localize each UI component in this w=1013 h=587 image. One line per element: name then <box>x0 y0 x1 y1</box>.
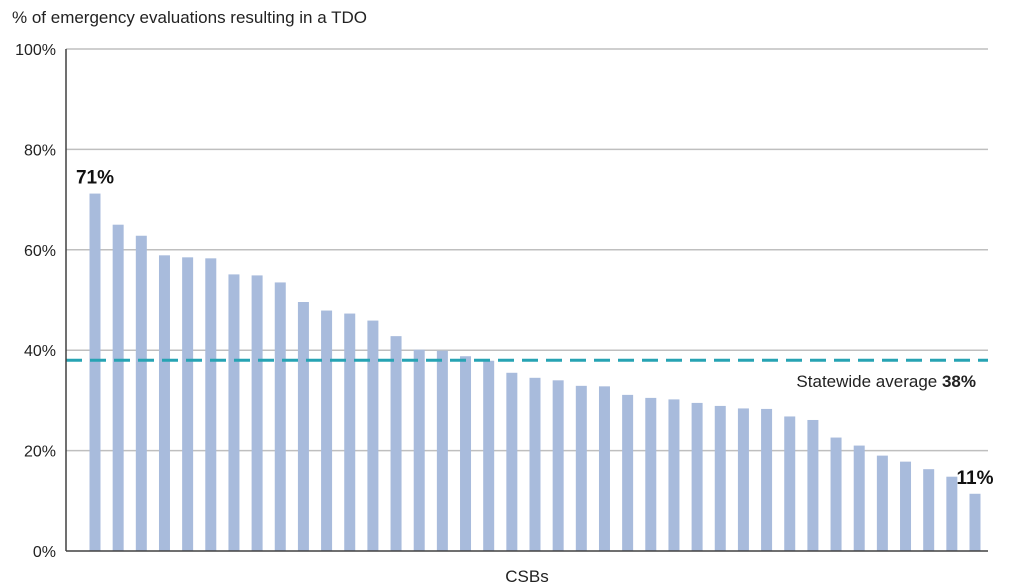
bar <box>460 356 472 551</box>
bar <box>205 258 217 551</box>
y-tick-label: 20% <box>24 444 56 461</box>
bar <box>853 445 865 551</box>
bar <box>182 257 194 551</box>
x-axis-title: CSBs <box>505 567 548 586</box>
bar <box>923 469 935 551</box>
bar <box>876 455 888 551</box>
bar <box>367 320 379 551</box>
bar <box>691 402 703 551</box>
annotations: 71% 11% <box>76 168 994 489</box>
bar <box>737 408 749 551</box>
bar <box>274 282 286 551</box>
y-tick-label: 40% <box>24 343 56 360</box>
average-label-value: 38% <box>942 372 976 391</box>
bar <box>714 405 726 551</box>
bars <box>89 193 981 552</box>
bar <box>344 313 356 551</box>
bar <box>946 476 958 551</box>
average-label-text: Statewide average <box>796 372 942 391</box>
bar <box>228 274 240 551</box>
y-tick-label: 100% <box>15 42 56 59</box>
bar <box>969 493 981 551</box>
y-tick-label: 0% <box>33 544 56 561</box>
bar <box>251 275 263 551</box>
average-label: Statewide average 38% <box>796 372 976 391</box>
y-tick-labels: 0% 20% 40% 60% 80% 100% <box>15 42 56 561</box>
bar <box>552 380 564 551</box>
bar <box>483 360 495 551</box>
y-axis-title: % of emergency evaluations resulting in … <box>12 8 367 27</box>
bar <box>645 397 657 551</box>
bar <box>668 399 680 551</box>
y-tick-label: 60% <box>24 243 56 260</box>
bar <box>506 372 518 551</box>
bar <box>807 419 819 551</box>
bar <box>321 310 333 551</box>
bar-annotation: 71% <box>76 168 114 189</box>
bar <box>390 336 402 551</box>
bar <box>89 193 101 552</box>
bar <box>112 224 124 551</box>
bar-annotation: 11% <box>957 468 994 489</box>
bar <box>900 461 912 551</box>
bar <box>830 437 842 551</box>
bar <box>158 255 170 551</box>
bar <box>761 408 773 551</box>
bar <box>135 235 147 551</box>
bar <box>436 350 448 551</box>
statewide-average-line: Statewide average 38% <box>66 358 988 391</box>
bar <box>784 416 796 551</box>
bar <box>598 386 610 551</box>
bar <box>575 385 587 551</box>
y-tick-label: 80% <box>24 142 56 159</box>
bar <box>413 349 425 551</box>
bar <box>622 394 634 551</box>
bar <box>297 302 309 551</box>
bar <box>529 377 541 551</box>
